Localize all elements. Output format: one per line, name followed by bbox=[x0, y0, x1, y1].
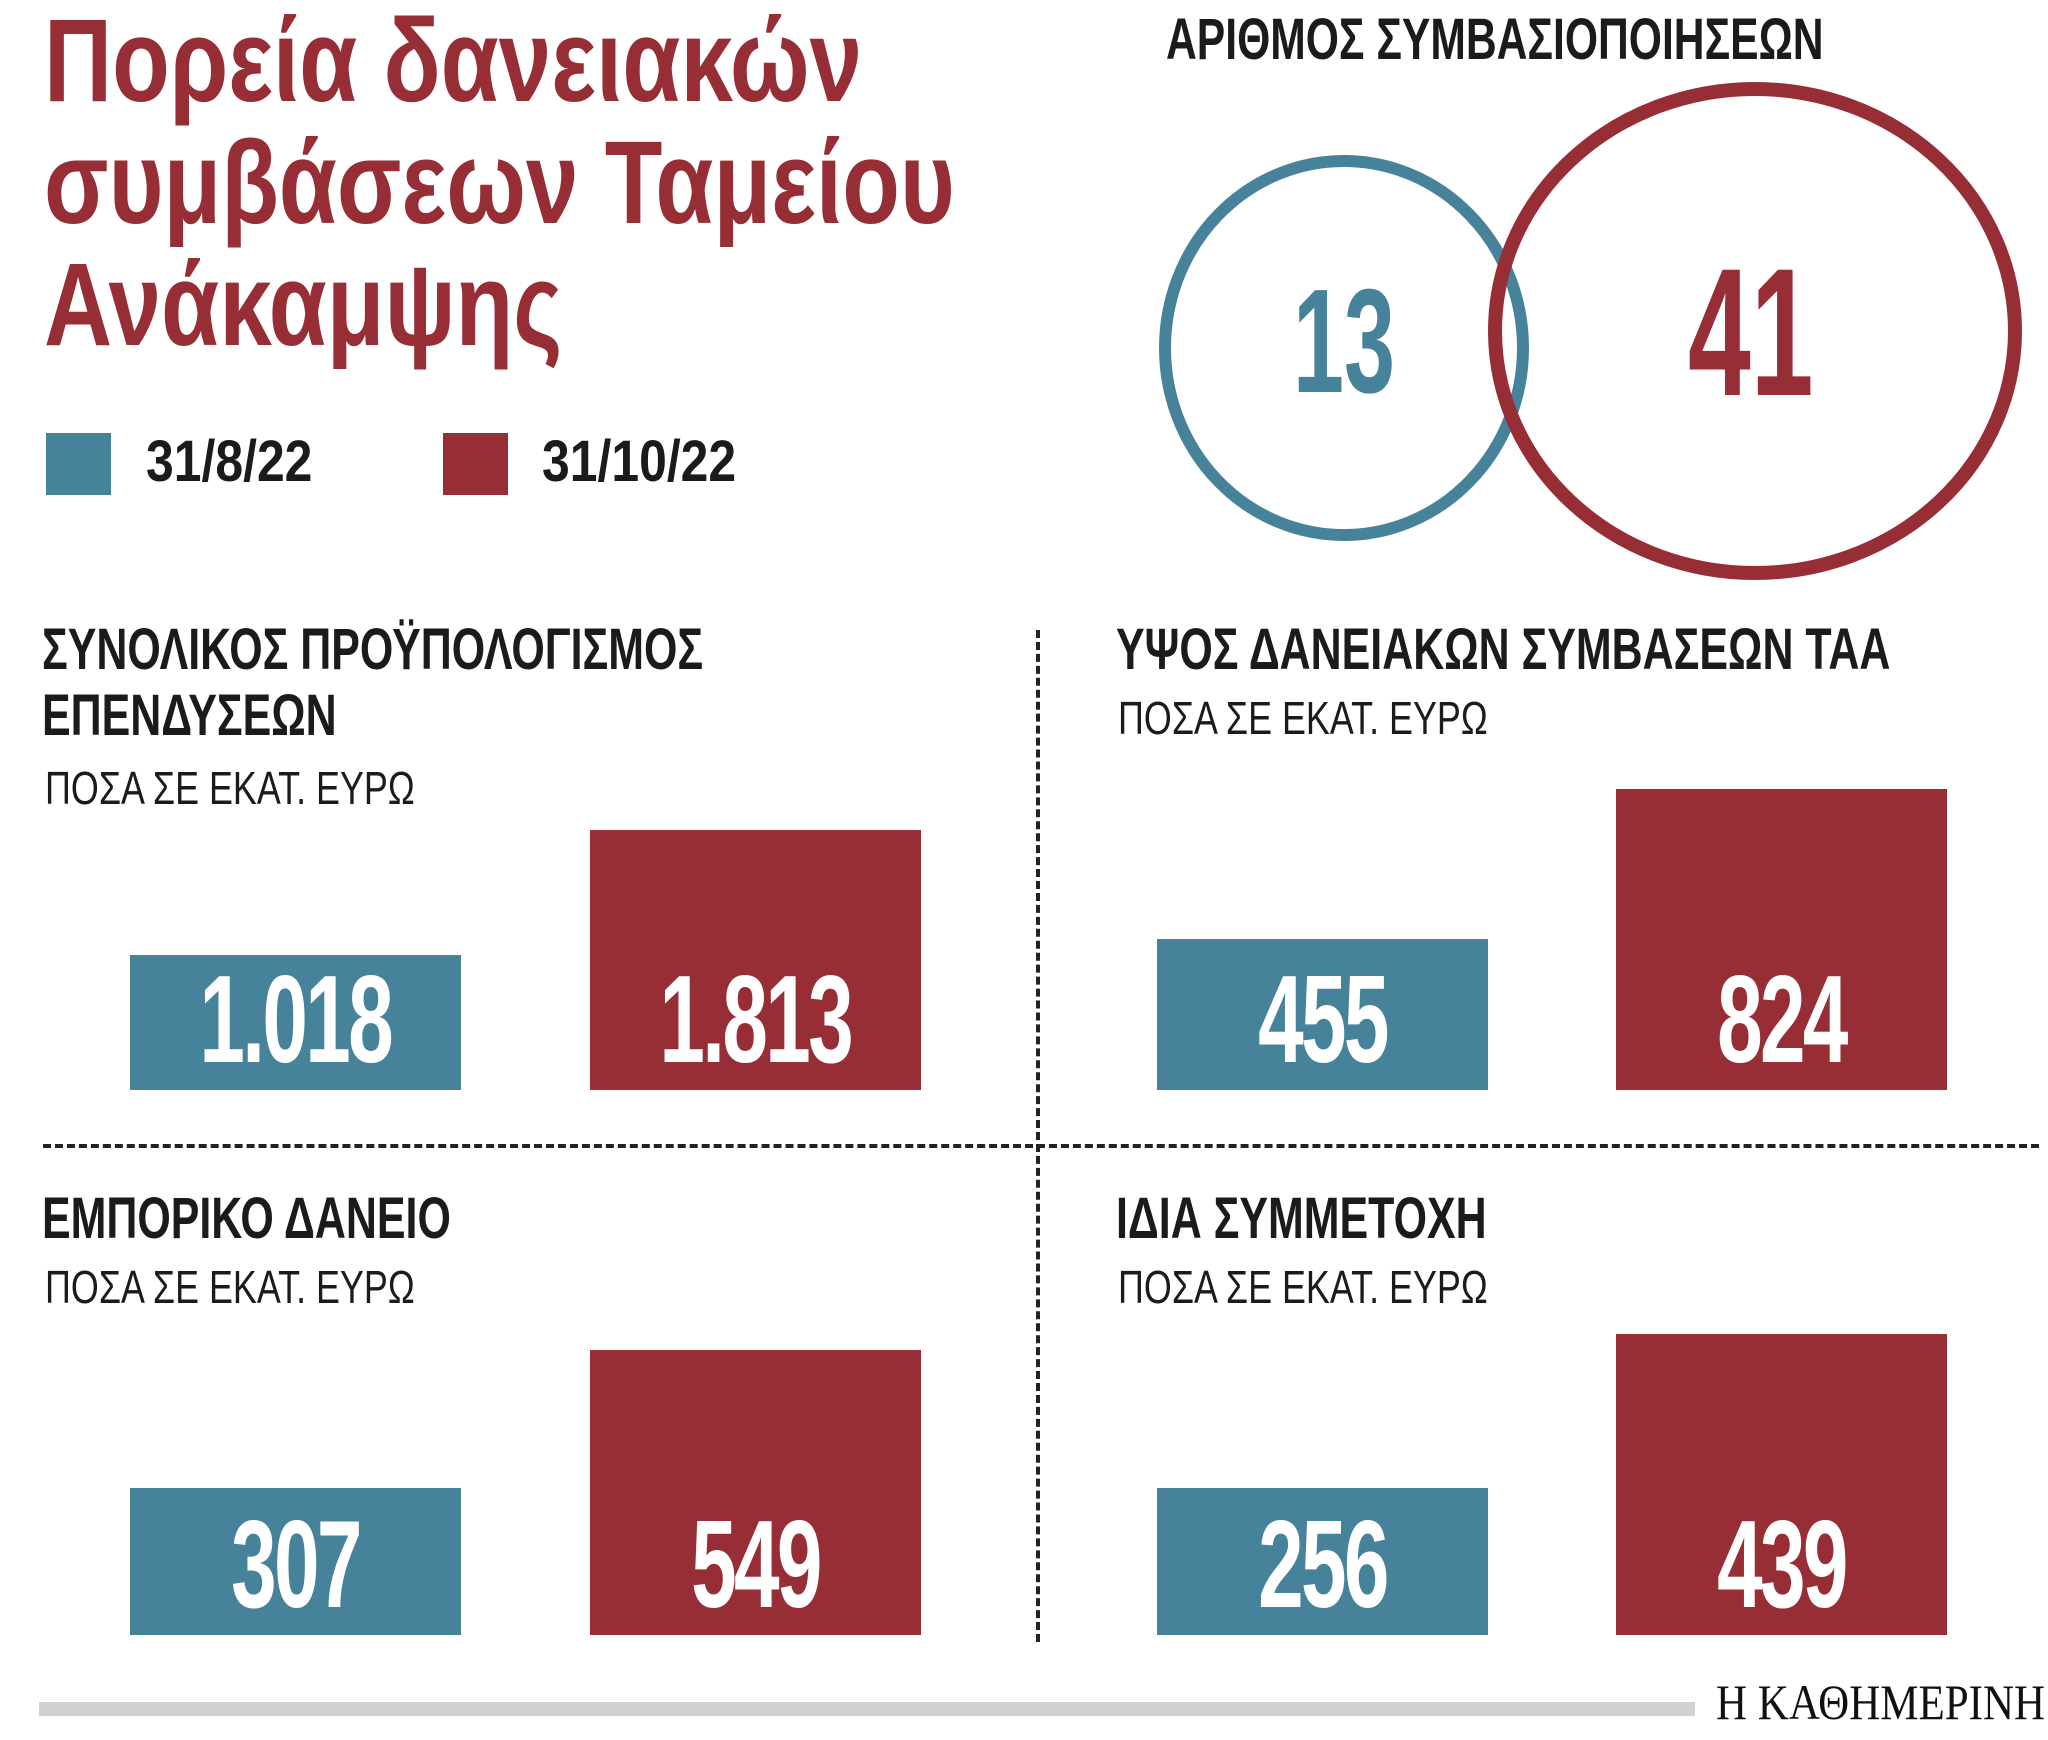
title-line-2: συμβάσεων Ταμείου bbox=[44, 117, 955, 249]
horizontal-divider bbox=[43, 1144, 2039, 1148]
bar-series-2: 439 bbox=[1616, 1334, 1947, 1635]
bar-series-2: 824 bbox=[1616, 789, 1947, 1090]
legend-label-series-1: 31/8/22 bbox=[146, 429, 313, 494]
circle-series-1 bbox=[1159, 155, 1529, 541]
panel-subtitle: ΠΟΣΑ ΣΕ ΕΚΑΤ. ΕΥΡΩ bbox=[1118, 1261, 1488, 1313]
footer-bar bbox=[39, 1702, 1695, 1716]
circle-series-2 bbox=[1488, 82, 2022, 580]
bar-series-2: 549 bbox=[590, 1350, 921, 1635]
bar-value: 256 bbox=[1258, 1496, 1389, 1634]
bar-series-1: 1.018 bbox=[130, 955, 461, 1090]
bar-series-1: 256 bbox=[1157, 1488, 1488, 1635]
infographic-title: Πορεία δανειακών συμβάσεων Ταμείου Ανάκα… bbox=[44, 0, 955, 366]
panel-title-line-2: ΕΠΕΝΔΥΣΕΩΝ bbox=[42, 683, 337, 748]
bar-value: 1.813 bbox=[659, 951, 854, 1089]
publisher-logo: Η ΚΑΘΗΜΕΡΙΝΗ bbox=[1716, 1674, 2046, 1730]
panel-subtitle: ΠΟΣΑ ΣΕ ΕΚΑΤ. ΕΥΡΩ bbox=[45, 762, 415, 814]
legend-swatch-series-2 bbox=[443, 433, 508, 495]
title-line-1: Πορεία δανειακών bbox=[44, 0, 863, 127]
panel-title-line-1: ΥΨΟΣ ΔΑΝΕΙΑΚΩΝ ΣΥΜΒΑΣΕΩΝ ΤΑΑ bbox=[1116, 617, 1891, 682]
title-line-3: Ανάκαμψης bbox=[44, 239, 563, 371]
bar-series-2: 1.813 bbox=[590, 830, 921, 1090]
panel-title-line-1: ΙΔΙΑ ΣΥΜΜΕΤΟΧΗ bbox=[1116, 1186, 1487, 1251]
panel-subtitle: ΠΟΣΑ ΣΕ ΕΚΑΤ. ΕΥΡΩ bbox=[1118, 692, 1488, 744]
contracts-value-series-1: 13 bbox=[1292, 259, 1396, 424]
legend-label-series-2: 31/10/22 bbox=[542, 429, 737, 494]
contracts-circles bbox=[1159, 82, 2022, 580]
vertical-divider bbox=[1036, 630, 1040, 1642]
panel-title-line-1: ΣΥΝΟΛΙΚΟΣ ΠΡΟΫΠΟΛΟΓΙΣΜΟΣ bbox=[42, 617, 704, 682]
legend-swatch-series-1 bbox=[46, 433, 111, 495]
bar-series-1: 455 bbox=[1157, 939, 1488, 1090]
panel-title-line-1: ΕΜΠΟΡΙΚΟ ΔΑΝΕΙΟ bbox=[42, 1186, 451, 1251]
bar-value: 307 bbox=[231, 1496, 362, 1634]
bar-value: 549 bbox=[691, 1496, 822, 1634]
bar-value: 455 bbox=[1258, 951, 1389, 1089]
bar-value: 1.018 bbox=[199, 951, 394, 1089]
panel-subtitle: ΠΟΣΑ ΣΕ ΕΚΑΤ. ΕΥΡΩ bbox=[45, 1261, 415, 1313]
bar-series-1: 307 bbox=[130, 1488, 461, 1635]
contracts-value-series-2: 41 bbox=[1688, 230, 1814, 434]
bar-value: 439 bbox=[1717, 1496, 1848, 1634]
bar-value: 824 bbox=[1717, 951, 1848, 1089]
contracts-title: ΑΡΙΘΜΟΣ ΣΥΜΒΑΣΙΟΠΟΙΗΣΕΩΝ bbox=[1166, 7, 1824, 72]
